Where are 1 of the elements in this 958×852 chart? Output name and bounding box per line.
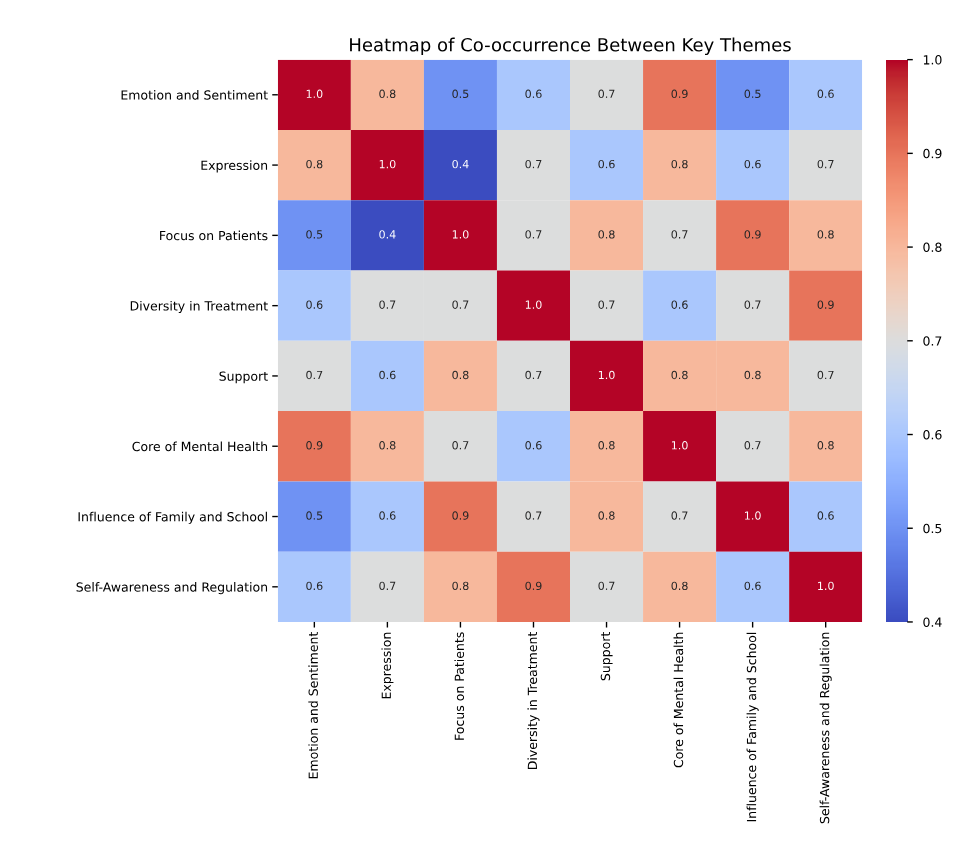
chart-title: Heatmap of Co-occurrence Between Key Themes [350,37,791,56]
